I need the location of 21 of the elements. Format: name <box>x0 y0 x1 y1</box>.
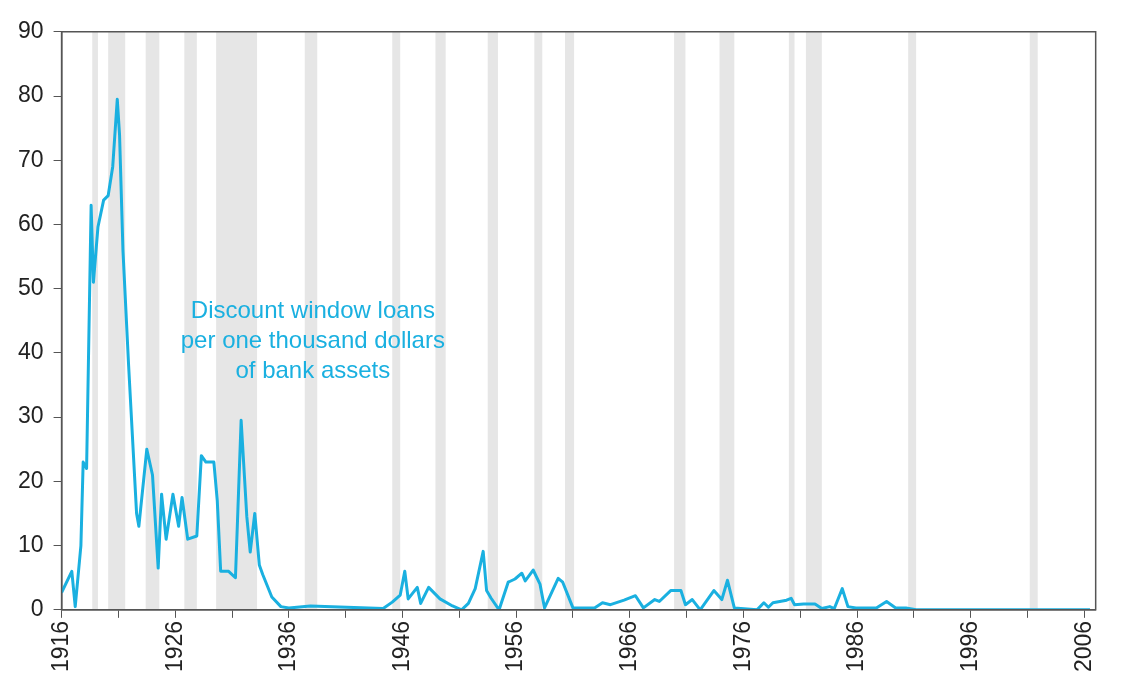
x-tick-label: 1986 <box>842 620 869 673</box>
x-tick-label: 1976 <box>728 620 755 673</box>
y-tick-label: 50 <box>17 274 44 301</box>
y-tick-label: 40 <box>17 338 44 365</box>
y-tick-label: 60 <box>17 209 44 236</box>
x-tick-label: 1926 <box>160 620 187 673</box>
y-tick-label: 70 <box>17 145 44 172</box>
x-tick-label: 1966 <box>615 620 642 673</box>
y-tick-label: 30 <box>17 402 44 429</box>
annotation: Discount window loans per one thousand dollars of bank assets <box>180 295 445 383</box>
x-tick-label: 1996 <box>956 620 983 673</box>
x-tick-label: 2006 <box>1069 620 1096 673</box>
x-tick-label: 1936 <box>274 620 301 673</box>
y-tick-label: 80 <box>17 81 44 108</box>
y-tick-label: 20 <box>17 466 44 493</box>
y-tick-label: 90 <box>17 17 44 44</box>
x-tick-label: 1946 <box>387 620 414 673</box>
y-tick-label: 0 <box>30 595 44 622</box>
x-tick-label: 1956 <box>501 620 528 673</box>
x-tick-label: 1916 <box>46 620 73 673</box>
y-tick-label: 10 <box>17 530 44 557</box>
